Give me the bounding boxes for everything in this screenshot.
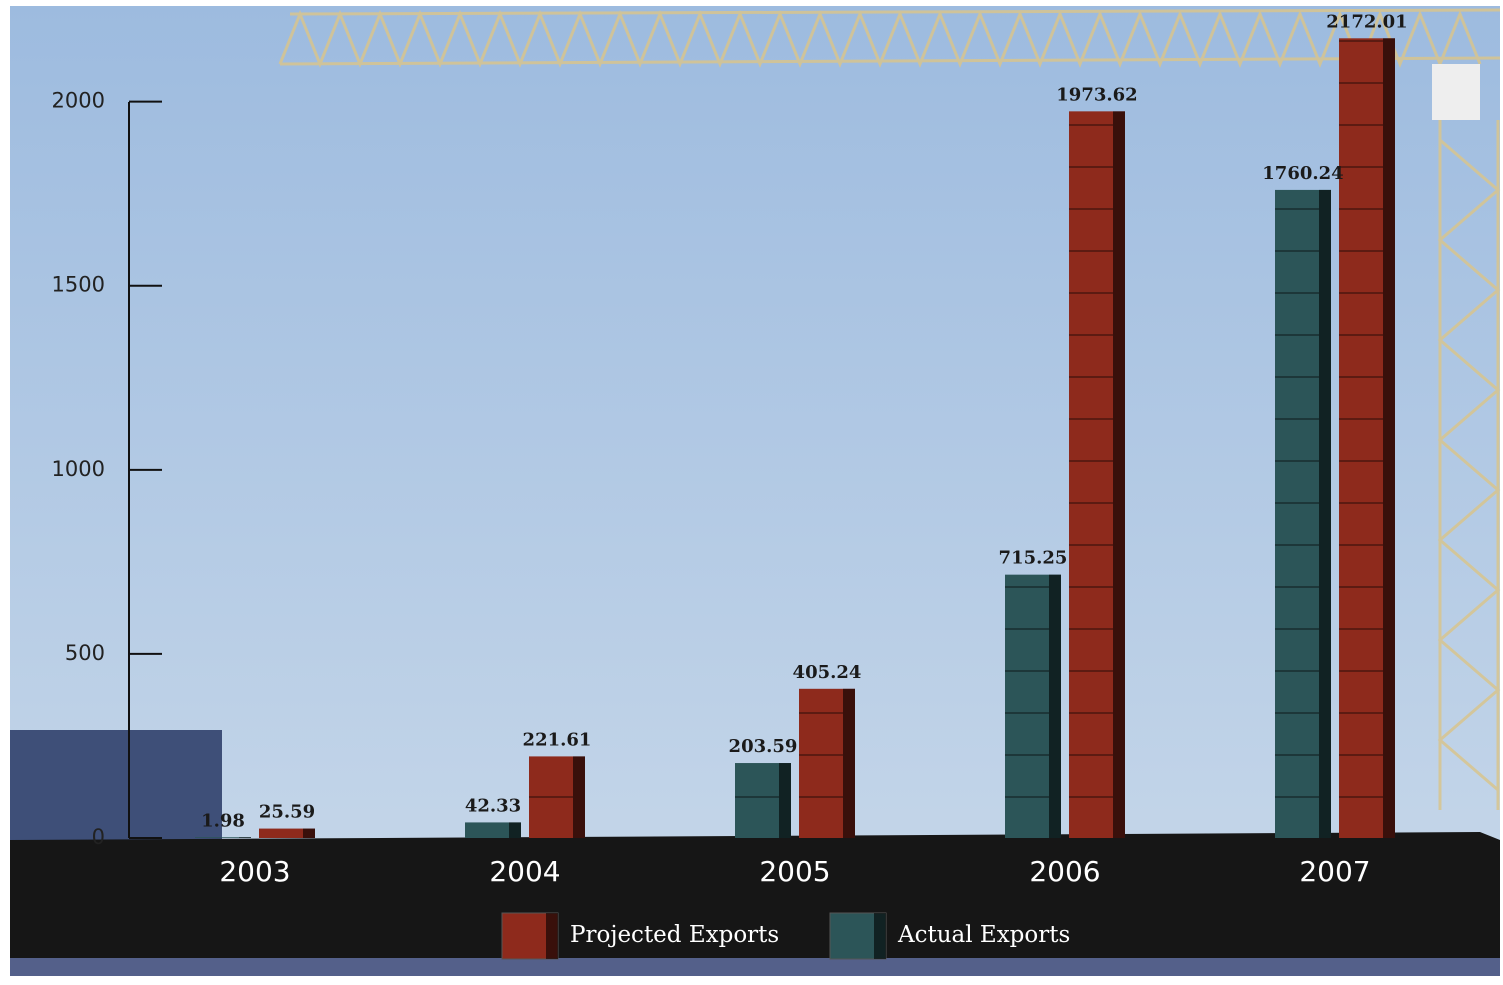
legend-label: Actual Exports — [897, 922, 1070, 948]
bar-shade — [1049, 574, 1061, 838]
value-label: 1973.62 — [1056, 84, 1137, 105]
bar-shade — [779, 763, 791, 838]
crane-cab — [1432, 64, 1480, 120]
bar-shade — [573, 756, 585, 838]
bar-ribs — [1339, 38, 1383, 838]
water — [10, 955, 1500, 976]
bar-ribs — [195, 837, 239, 838]
y-tick-label: 1000 — [52, 457, 105, 481]
value-label: 715.25 — [999, 548, 1068, 569]
x-tick-label: 2006 — [1029, 855, 1100, 888]
bar-ribs — [735, 763, 779, 838]
value-label: 1760.24 — [1262, 163, 1343, 184]
bar-ribs — [1069, 111, 1113, 838]
crane — [278, 8, 1501, 810]
x-tick-label: 2004 — [489, 855, 560, 888]
bar-ribs — [799, 688, 843, 838]
bar-ribs — [259, 828, 303, 838]
y-tick-label: 0 — [92, 825, 105, 849]
bar-shade — [1383, 38, 1395, 838]
bar-shade — [239, 837, 251, 838]
y-tick-label: 1500 — [52, 273, 105, 297]
value-label: 42.33 — [465, 795, 521, 816]
value-label: 405.24 — [793, 662, 862, 683]
x-tick-label: 2003 — [219, 855, 290, 888]
bar-shade — [843, 688, 855, 838]
bar-ribs — [529, 756, 573, 838]
value-label: 203.59 — [729, 736, 798, 757]
value-label: 1.98 — [201, 810, 245, 831]
y-tick-label: 500 — [65, 641, 105, 665]
ship-superstructure — [10, 730, 222, 840]
legend-label: Projected Exports — [570, 922, 779, 948]
bar-ribs — [465, 822, 509, 838]
value-label: 2172.01 — [1326, 11, 1407, 32]
x-tick-label: 2007 — [1299, 855, 1370, 888]
value-label: 25.59 — [259, 802, 315, 823]
bar-ribs — [1005, 574, 1049, 838]
legend-swatch-shade — [546, 913, 558, 959]
x-tick-label: 2005 — [759, 855, 830, 888]
value-label: 221.61 — [523, 729, 592, 750]
bar-shade — [1113, 111, 1125, 838]
legend-swatch-shade — [874, 913, 886, 959]
bar-shade — [1319, 189, 1331, 839]
ship-hull — [10, 832, 1500, 958]
bar-ribs — [1275, 189, 1319, 839]
bar-shade — [303, 828, 315, 838]
bar-shade — [509, 822, 521, 838]
y-tick-label: 2000 — [52, 89, 105, 113]
